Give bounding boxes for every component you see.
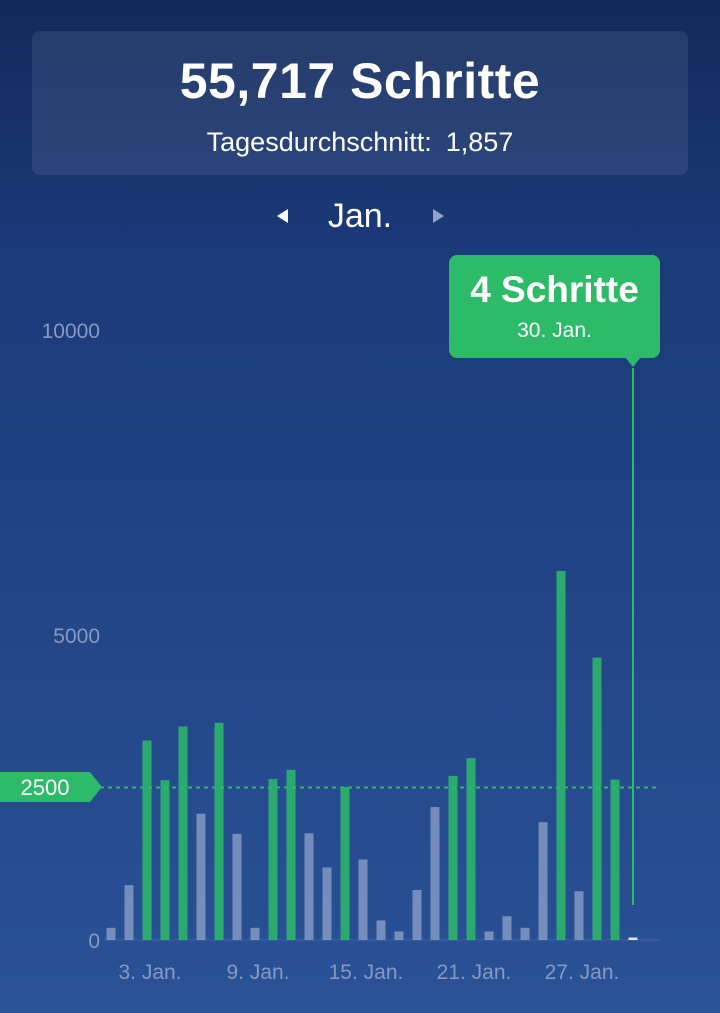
bar-day-23[interactable] [502,916,512,940]
bar-day-4[interactable] [160,780,170,940]
bar-day-17[interactable] [394,931,404,940]
month-label: Jan. [327,197,393,235]
month-navigation: Jan. [0,196,720,240]
bar-day-5[interactable] [178,726,188,941]
summary-card [32,31,688,175]
bar-day-10[interactable] [268,778,278,940]
tooltip-pointer [625,357,641,367]
bar-day-25[interactable] [538,822,548,940]
bar-day-24[interactable] [520,927,530,940]
tooltip-date: 30. Jan. [517,319,592,342]
bar-day-14[interactable] [340,786,350,940]
bar-day-9[interactable] [250,927,260,940]
bar-day-30[interactable] [628,937,638,941]
selected-day-tooltip: 4 Schritte 30. Jan. [449,255,660,367]
y-tick-label: 5000 [53,625,100,648]
bar-day-16[interactable] [376,920,386,940]
bar-day-20[interactable] [448,775,458,940]
bar-day-15[interactable] [358,859,368,940]
y-tick-label: 0 [88,930,100,953]
goal-tag-shape [0,772,102,802]
daily-average-value: 1,857 [445,127,514,157]
bar-day-8[interactable] [232,833,242,940]
y-tick-label: 10000 [42,320,100,343]
bar-day-3[interactable] [142,740,152,940]
goal-label: 2500 [20,775,70,800]
bar-day-13[interactable] [322,867,332,940]
daily-average-label: Tagesdurchschnitt: [206,127,432,157]
total-steps: 55,717 Schritte [179,53,541,109]
bar-day-11[interactable] [286,769,296,940]
daily-average: Tagesdurchschnitt: 1,857 [0,127,720,158]
chevron-right-icon [432,209,444,223]
bar-day-22[interactable] [484,931,494,940]
bar-day-26[interactable] [556,570,566,940]
bar-day-12[interactable] [304,833,314,940]
x-tick-label: 9. Jan. [226,961,289,984]
bar-day-29[interactable] [610,779,620,940]
bar-day-1[interactable] [106,927,116,940]
bar-day-28[interactable] [592,657,602,940]
chevron-left-icon [276,209,288,223]
bar-day-21[interactable] [466,758,476,940]
bar-day-6[interactable] [196,813,206,940]
bar-day-18[interactable] [412,889,422,940]
bar-day-27[interactable] [574,891,584,940]
x-tick-label: 15. Jan. [329,961,404,984]
goal-tag: 2500 [0,772,102,802]
x-tick-label: 21. Jan. [437,961,512,984]
bar-day-2[interactable] [124,885,134,940]
x-tick-label: 27. Jan. [545,961,620,984]
bar-day-19[interactable] [430,807,440,940]
next-month-button[interactable] [426,204,450,228]
previous-month-button[interactable] [270,204,294,228]
x-tick-label: 3. Jan. [118,961,181,984]
tooltip-steps: 4 Schritte [470,269,639,310]
bar-day-7[interactable] [214,722,224,940]
